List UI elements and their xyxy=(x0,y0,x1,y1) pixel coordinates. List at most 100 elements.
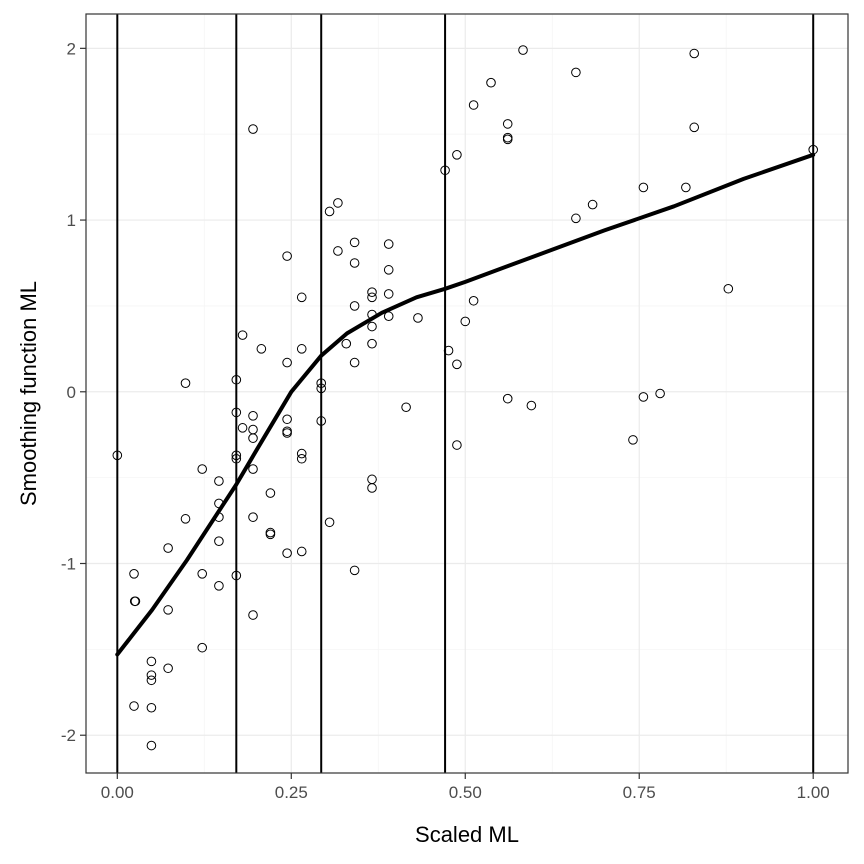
data-point xyxy=(316,383,327,394)
data-point xyxy=(296,453,307,464)
data-point xyxy=(248,464,258,474)
data-point xyxy=(518,45,528,55)
data-point xyxy=(231,453,242,464)
data-points xyxy=(112,45,819,751)
data-point xyxy=(452,359,462,370)
x-axis-title: Scaled ML xyxy=(415,822,519,847)
data-point xyxy=(383,311,394,322)
data-point xyxy=(349,565,360,576)
data-point xyxy=(180,378,191,388)
x-tick-label: 1.00 xyxy=(797,783,830,802)
data-point xyxy=(367,287,377,297)
data-point xyxy=(502,119,513,129)
data-point xyxy=(248,433,258,443)
data-point xyxy=(367,321,377,332)
data-point xyxy=(468,100,479,110)
data-point xyxy=(324,206,335,217)
data-point xyxy=(248,411,258,421)
data-point xyxy=(383,289,394,299)
data-point xyxy=(413,313,423,323)
data-point xyxy=(349,357,360,368)
data-point xyxy=(689,122,700,133)
data-point xyxy=(443,345,454,356)
data-point xyxy=(502,134,513,145)
y-axis-ticks: -2 -1 0 1 2 xyxy=(61,39,86,745)
data-point xyxy=(349,237,360,248)
data-point xyxy=(282,251,292,261)
data-point xyxy=(231,450,242,461)
data-point xyxy=(316,378,327,388)
data-point xyxy=(638,182,649,193)
data-point xyxy=(214,536,224,546)
data-point xyxy=(282,548,292,558)
data-point xyxy=(163,543,173,553)
data-point xyxy=(146,656,157,667)
data-point xyxy=(163,605,173,615)
minor-grid-lines xyxy=(86,14,848,773)
data-point xyxy=(248,424,258,435)
data-point xyxy=(571,213,581,224)
x-axis-ticks: 0.00 0.25 0.50 0.75 1.00 xyxy=(101,773,830,802)
data-point xyxy=(248,610,258,620)
x-tick-label: 0.00 xyxy=(101,783,134,802)
data-point xyxy=(383,265,394,275)
data-point xyxy=(723,283,734,294)
data-point xyxy=(214,476,224,486)
y-axis-title: Smoothing function ML xyxy=(16,281,41,506)
data-point xyxy=(401,402,411,413)
data-point xyxy=(296,344,307,354)
data-point xyxy=(296,546,307,557)
data-point xyxy=(237,330,248,340)
data-point xyxy=(231,407,242,418)
data-point xyxy=(383,239,394,249)
data-point xyxy=(349,258,360,268)
data-point xyxy=(367,474,377,485)
data-point xyxy=(349,301,360,311)
data-point xyxy=(265,529,276,540)
data-point xyxy=(214,581,224,591)
data-point xyxy=(146,702,157,713)
y-tick-label: -1 xyxy=(61,555,76,574)
y-tick-label: -2 xyxy=(61,726,76,745)
data-point xyxy=(248,124,258,134)
data-point xyxy=(452,150,462,160)
data-point xyxy=(282,357,292,368)
data-point xyxy=(571,67,581,78)
data-point xyxy=(163,663,173,674)
data-point xyxy=(197,569,208,579)
data-point xyxy=(130,596,141,607)
data-point xyxy=(296,292,307,303)
data-point xyxy=(296,448,307,459)
data-point xyxy=(333,246,343,256)
data-point xyxy=(628,435,638,445)
data-point xyxy=(282,414,292,425)
x-tick-label: 0.25 xyxy=(275,783,308,802)
data-point xyxy=(112,450,123,461)
data-point xyxy=(146,670,157,680)
data-point xyxy=(367,292,377,303)
knot-vertical-lines xyxy=(116,14,815,773)
data-point xyxy=(468,295,479,306)
data-point xyxy=(681,182,691,193)
data-point xyxy=(502,393,513,404)
data-point xyxy=(367,483,377,493)
data-point xyxy=(180,514,191,524)
data-point xyxy=(367,338,377,349)
data-point xyxy=(638,392,649,402)
smoothing-curve xyxy=(115,152,816,657)
data-point xyxy=(129,701,139,711)
data-point xyxy=(129,569,139,579)
data-point xyxy=(197,464,208,474)
x-tick-label: 0.75 xyxy=(623,783,656,802)
y-tick-label: 0 xyxy=(67,383,76,402)
data-point xyxy=(197,642,208,653)
data-point xyxy=(526,400,537,411)
data-point xyxy=(231,374,242,385)
data-point xyxy=(146,675,157,686)
panel-border xyxy=(85,13,849,774)
data-point xyxy=(324,517,335,528)
data-point xyxy=(237,423,248,433)
data-point xyxy=(452,440,462,450)
data-point xyxy=(282,428,292,438)
